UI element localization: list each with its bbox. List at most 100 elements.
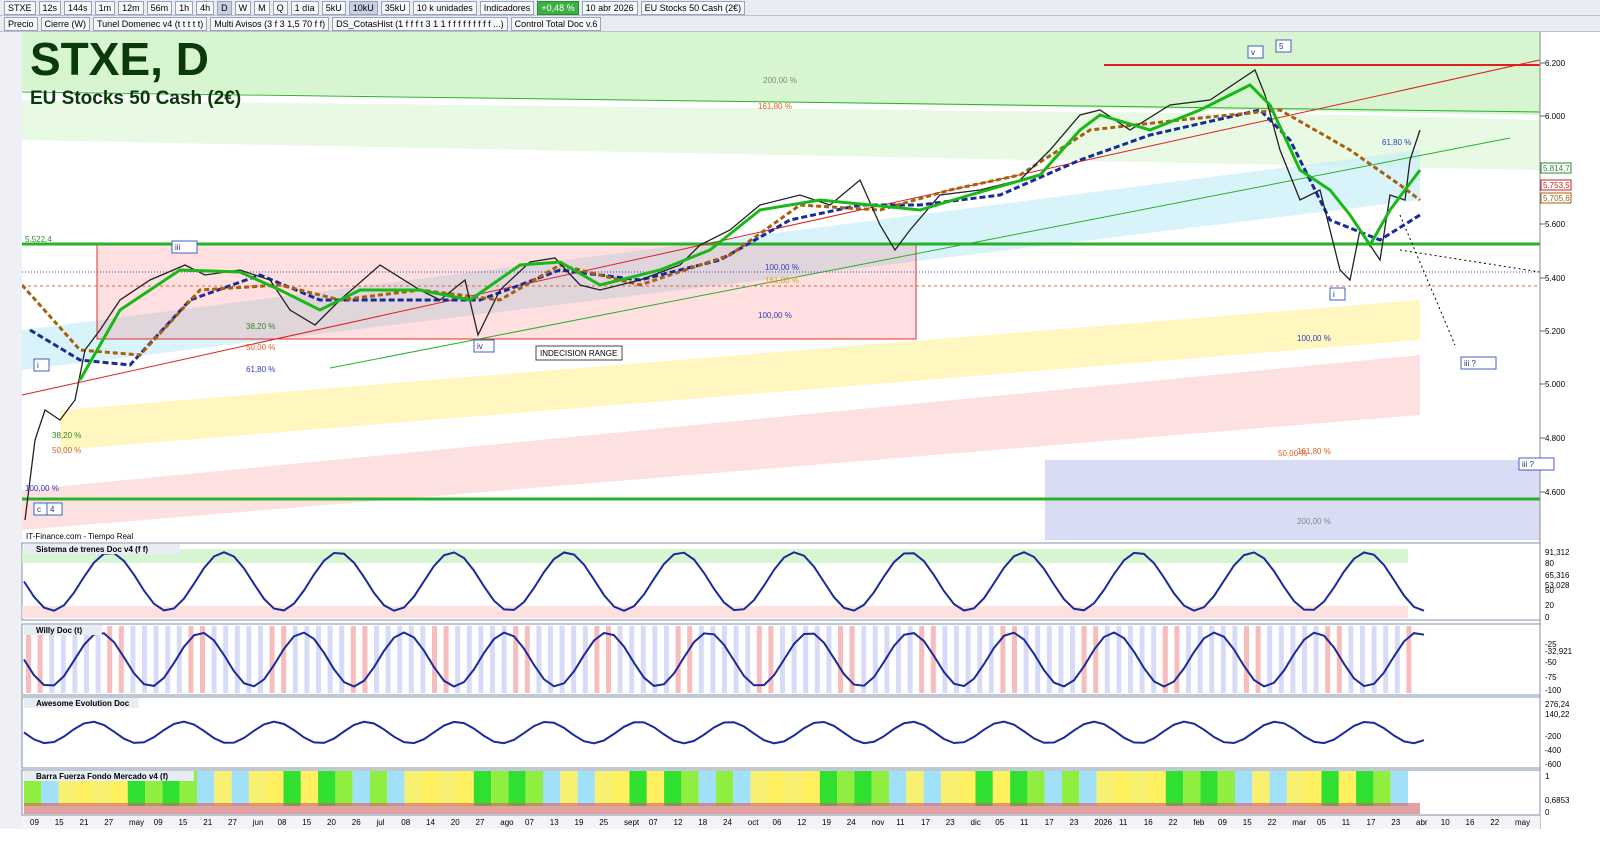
date-tick-label: 17 — [1045, 818, 1054, 827]
wave-label-box — [1329, 287, 1346, 301]
strength-bar — [560, 771, 578, 806]
strength-bar — [1373, 771, 1391, 806]
histogram-stripe — [1302, 626, 1307, 693]
toolbar-button[interactable]: 5kU — [321, 0, 346, 15]
indicator-toggle[interactable]: Cierre (W) — [40, 16, 91, 31]
price-marker-label: 5.705,6 — [1543, 194, 1570, 203]
toolbar-button[interactable]: 12s — [38, 0, 62, 15]
histogram-stripe — [188, 626, 194, 693]
toolbar-button[interactable]: 144s — [64, 0, 92, 15]
toolbar-button[interactable]: 35kU — [380, 0, 410, 15]
toolbar-button[interactable]: 4h — [196, 0, 215, 15]
moving-average — [20, 108, 1421, 357]
toolbar-button[interactable]: 56m — [146, 0, 173, 15]
date-tick-label: 25 — [599, 818, 608, 827]
strength-bar — [767, 771, 786, 806]
annotation: 61,80 % — [246, 365, 275, 374]
strength-bar — [491, 771, 509, 806]
wave-label: iii — [175, 243, 181, 252]
histogram-stripe — [1255, 626, 1261, 693]
toolbar-button[interactable]: Indicadores — [479, 0, 535, 15]
date-tick-label: 11 — [1119, 818, 1128, 827]
annotation: 61,80 % — [1382, 138, 1411, 147]
histogram-stripe — [513, 626, 519, 693]
price-tick-label: 5.000 — [1545, 380, 1566, 389]
histogram-stripe — [756, 626, 762, 693]
histogram-stripe — [118, 626, 124, 693]
histogram-stripe — [466, 626, 472, 693]
wave-label: 4 — [50, 505, 55, 514]
strength-bar — [404, 771, 422, 806]
histogram-stripe — [374, 626, 379, 693]
histogram-stripe — [988, 626, 994, 693]
histogram-stripe — [536, 626, 542, 693]
date-tick-label: 27 — [476, 818, 485, 827]
toolbar-button[interactable]: 10kU — [348, 0, 378, 15]
indicator-toggle[interactable]: Multi Avisos (3 f 3 1,5 70 f f) — [210, 16, 330, 31]
toolbar-button[interactable]: Q — [272, 0, 288, 15]
date-tick-label: 05 — [995, 818, 1004, 827]
histogram-stripe — [246, 626, 252, 693]
histogram-stripe — [919, 626, 925, 693]
price-tick-label: 5.400 — [1545, 274, 1566, 283]
indicator-toggle[interactable]: Tunel Domenec v4 (t t t t t) — [93, 16, 208, 31]
toolbar-button[interactable]: D — [217, 0, 232, 15]
panel-name: Awesome Evolution Doc — [36, 699, 130, 708]
toolbar-button[interactable]: W — [234, 0, 252, 15]
toolbar-button[interactable]: M — [254, 0, 270, 15]
histogram-stripe — [559, 626, 565, 693]
toolbar-button[interactable]: 10 k unidades — [412, 0, 477, 15]
wave-label: i — [1333, 290, 1335, 299]
histogram-stripe — [153, 626, 159, 693]
symbol-select[interactable]: STXE — [4, 0, 36, 15]
toolbar-button[interactable]: 1 día — [290, 0, 319, 15]
annotation: 100,00 % — [758, 311, 792, 320]
annotation: 38,20 % — [52, 431, 81, 440]
date-axis-bg — [22, 815, 1540, 829]
histogram-stripe — [1104, 626, 1110, 693]
histogram-stripe — [780, 626, 785, 693]
histogram-stripe — [1139, 626, 1145, 693]
zone — [22, 549, 1408, 563]
panel-axis-label: -600 — [1545, 760, 1562, 769]
histogram-stripe — [1151, 626, 1157, 693]
strength-bar — [664, 771, 682, 806]
source-label: IT-Finance.com - Tiempo Real — [26, 532, 133, 541]
indicator-toggle[interactable]: DS_CotasHist (1 f f f t 3 1 1 f f f f f … — [332, 16, 508, 31]
strength-bar — [1269, 771, 1287, 806]
histogram-stripe — [1406, 626, 1412, 693]
strength-bar — [854, 771, 872, 806]
strength-bar — [1183, 771, 1201, 806]
histogram-stripe — [803, 626, 809, 693]
wave-label: c — [37, 505, 41, 514]
toolbar-button[interactable]: 1h — [175, 0, 194, 15]
panel-axis-label: 65,316 — [1545, 571, 1570, 580]
histogram-stripe — [965, 626, 971, 693]
histogram-stripe — [814, 626, 820, 693]
histogram-stripe — [1000, 626, 1006, 693]
strength-bar — [871, 771, 889, 806]
histogram-stripe — [1023, 626, 1029, 693]
date-tick-label: 20 — [327, 818, 336, 827]
date-tick-label: feb — [1193, 818, 1205, 827]
histogram-stripe — [838, 626, 843, 693]
histogram-stripe — [687, 626, 693, 693]
toolbar-button[interactable]: 12m — [118, 0, 144, 15]
date-tick-label: 09 — [1218, 818, 1227, 827]
histogram-stripe — [884, 626, 890, 693]
histogram-stripe — [1197, 626, 1203, 693]
date-tick-label: 21 — [203, 818, 212, 827]
trend-line — [21, 91, 1541, 113]
histogram-stripe — [258, 626, 263, 693]
price-tick-label: 6.200 — [1545, 59, 1566, 68]
histogram-stripe — [640, 626, 646, 693]
histogram-stripe — [490, 626, 495, 693]
date-tick-label: 08 — [278, 818, 287, 827]
annotation: 161,80 % — [765, 276, 799, 285]
indecision-box — [96, 242, 917, 340]
strength-bar — [1027, 771, 1045, 806]
indicator-toggle[interactable]: Precio — [4, 16, 38, 31]
toolbar-button[interactable]: 1m — [94, 0, 116, 15]
date-tick-label: may — [129, 818, 144, 827]
indicator-toggle[interactable]: Control Total Doc v.6 — [510, 16, 602, 31]
